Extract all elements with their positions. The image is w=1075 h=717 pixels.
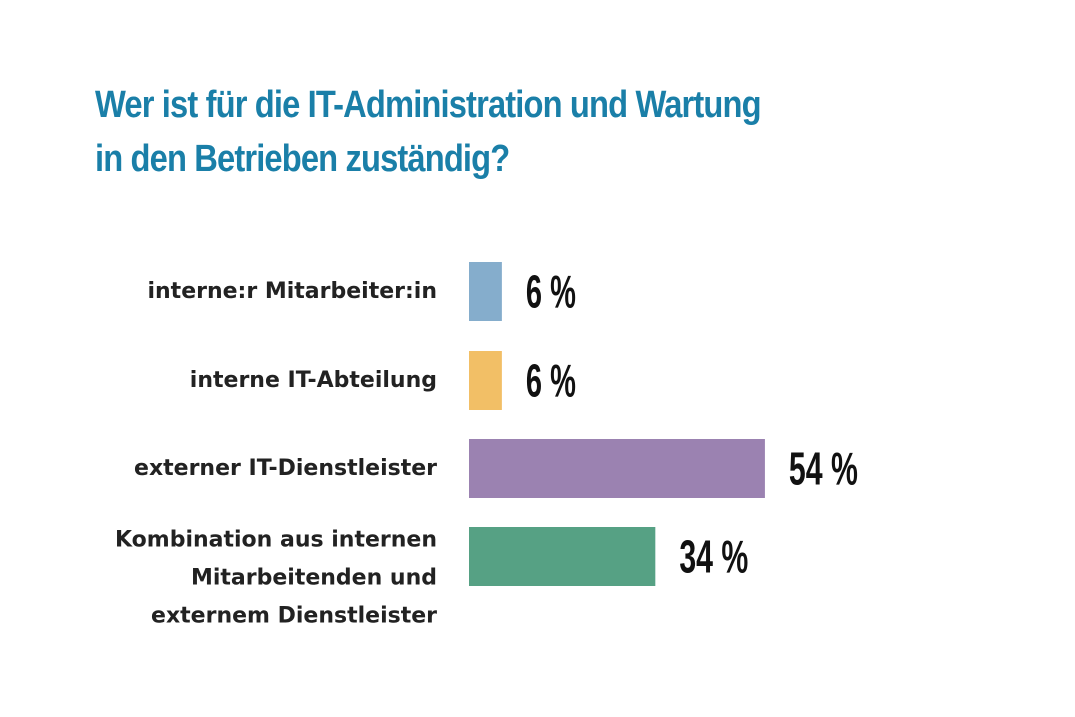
bar-3	[469, 439, 765, 498]
chart-title: Wer ist für die IT-Administration und Wa…	[95, 78, 762, 186]
bar-1	[469, 262, 502, 321]
bar-4	[469, 527, 656, 586]
value-label-2: 6 %	[526, 355, 576, 407]
category-label-1: interne:r Mitarbeiter:in	[147, 279, 437, 304]
category-label-3: externer IT-Dienstleister	[134, 456, 437, 481]
category-label-4-line-3: externem Dienstleister	[151, 604, 437, 629]
value-label-3: 54 %	[789, 443, 858, 495]
category-label-4-line-1: Kombination aus internen	[115, 528, 437, 553]
value-label-1: 6 %	[526, 266, 576, 318]
value-label-4: 34 %	[679, 531, 748, 583]
chart-title-line-1: Wer ist für die IT-Administration und Wa…	[95, 84, 762, 126]
category-label-4-line-2: Mitarbeitenden und	[191, 566, 437, 591]
chart-title-line-2: in den Betrieben zuständig?	[95, 138, 510, 180]
bar-2	[469, 351, 502, 410]
category-label-2: interne IT-Abteilung	[190, 368, 437, 393]
